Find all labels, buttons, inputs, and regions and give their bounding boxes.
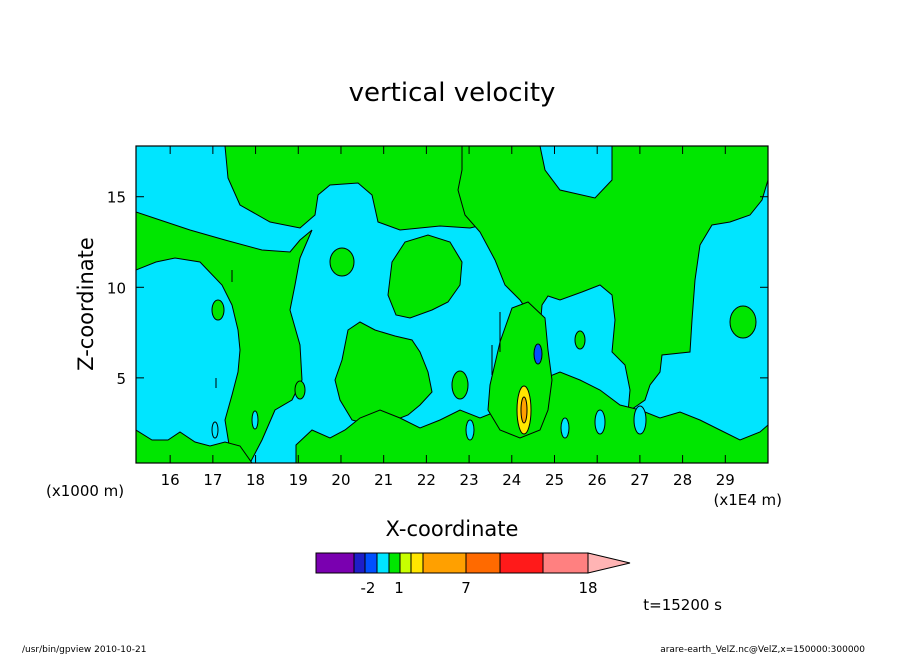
y-axis-label: Z-coordinate <box>74 237 98 371</box>
x-tick-label: 27 <box>630 471 649 489</box>
x-tick-label: 26 <box>588 471 607 489</box>
x-tick-label: 17 <box>203 471 222 489</box>
x-axis: 16 17 18 19 20 21 22 23 24 25 26 27 28 29 <box>161 146 735 489</box>
contour-island-small-2 <box>211 299 225 321</box>
contour-island-small-5 <box>574 330 586 350</box>
x-axis-label: X-coordinate <box>386 517 519 541</box>
footer-left: /usr/bin/gpview 2010-10-21 <box>22 645 146 654</box>
colorbar-swatch <box>422 552 467 574</box>
colorbar-swatch <box>410 552 424 574</box>
contour-hole-6 <box>251 410 259 430</box>
colorbar-swatch <box>376 552 390 574</box>
contour-hole-3 <box>560 417 570 439</box>
x-tick-label: 20 <box>331 471 350 489</box>
contour-region-bottom-left <box>136 429 253 463</box>
contour-island-small-1 <box>329 247 355 277</box>
x-tick-label: 25 <box>545 471 564 489</box>
x-tick-label: 29 <box>716 471 735 489</box>
x-tick-label: 22 <box>417 471 436 489</box>
y-tick-label: 10 <box>107 279 126 297</box>
contour-field <box>136 146 768 463</box>
plot-frame <box>135 145 769 464</box>
contour-island-small-3 <box>451 370 469 400</box>
chart-title: vertical velocity <box>349 78 556 108</box>
x-tick-label: 19 <box>289 471 308 489</box>
colorbar-label: -2 <box>361 579 376 597</box>
contour-region-left-column <box>136 211 313 463</box>
contour-hole-1 <box>633 405 647 435</box>
colorbar-swatch <box>499 552 544 574</box>
colorbar-swatch <box>315 552 355 574</box>
contour-hole-5 <box>211 421 219 439</box>
x-tick-label: 18 <box>246 471 265 489</box>
colorbar-swatch <box>587 552 631 574</box>
x-tick-label: 28 <box>673 471 692 489</box>
colorbar-labels: -2 1 7 18 <box>361 579 598 597</box>
time-label: t=15200 s <box>643 596 722 614</box>
footer-right: arare-earth_VelZ.nc@VelZ,x=150000:300000 <box>660 645 865 654</box>
x-tick-label: 23 <box>460 471 479 489</box>
colorbar-label: 7 <box>461 579 471 597</box>
y-tick-label: 15 <box>107 189 126 207</box>
colorbar-swatch <box>388 552 401 574</box>
contour-region-center-blob <box>387 234 463 319</box>
colorbar-swatch <box>542 552 589 574</box>
colorbar-swatch <box>399 552 412 574</box>
contour-region-top-right <box>457 146 768 414</box>
colorbar-label: 18 <box>578 579 597 597</box>
contour-peak-core <box>520 396 528 424</box>
contour-hole-2 <box>594 409 606 435</box>
x-tick-label: 21 <box>374 471 393 489</box>
y-tick-label: 5 <box>116 370 126 388</box>
x-unit-left: (x1000 m) <box>46 482 124 500</box>
y-axis: 5 10 15 <box>107 189 768 388</box>
contour-negative-core <box>533 343 543 365</box>
contour-island-small-4 <box>294 380 306 400</box>
x-unit-right: (x1E4 m) <box>713 491 782 509</box>
colorbar-swatch <box>465 552 501 574</box>
colorbar-label: 1 <box>394 579 404 597</box>
contour-region-center-lower <box>334 321 433 426</box>
contour-hole-4 <box>465 419 475 441</box>
colorbar-swatch <box>353 552 366 574</box>
x-tick-label: 16 <box>161 471 180 489</box>
colorbar-swatch <box>364 552 378 574</box>
contour-island-right <box>729 305 757 339</box>
contour-region-right-bottom <box>487 301 553 439</box>
colorbar <box>315 552 631 574</box>
x-tick-label: 24 <box>502 471 521 489</box>
